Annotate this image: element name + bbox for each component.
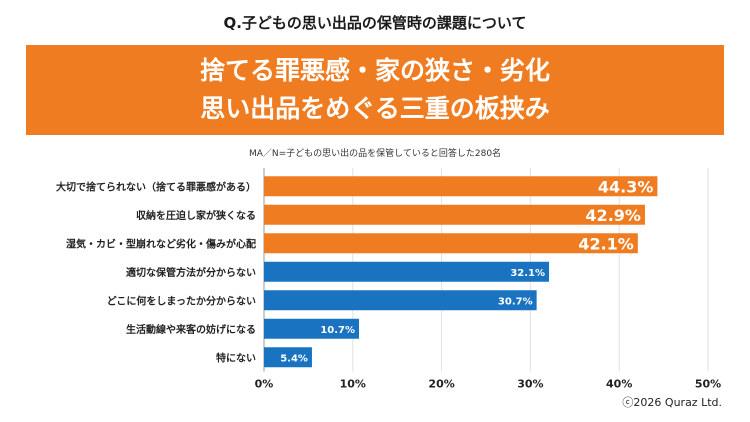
data-label: 44.3% [598,177,654,196]
banner-line-2: 思い出品をめぐる三重の板挟み [200,94,550,123]
banner-line-1: 捨てる罪悪感・家の狭さ・劣化 [199,56,550,85]
survey-note: MA／N=子どもの思い出の品を保管していると回答した280名 [248,149,502,159]
x-tick-label: 0% [255,378,274,391]
data-label: 32.1% [510,268,545,279]
question-title: Q.子どもの思い出品の保管時の課題について [223,14,527,32]
category-label: 収納を圧迫し家が狭くなる [136,209,256,222]
data-label: 42.9% [585,206,641,225]
category-label: 適切な保管方法が分からない [126,266,256,279]
headline-banner: 捨てる罪悪感・家の狭さ・劣化 思い出品をめぐる三重の板挟み [26,45,724,135]
category-label: 生活動線や来客の妨げになる [126,323,256,336]
category-label: 大切で捨てられない（捨てる罪悪感がある） [56,180,256,193]
bar [264,318,360,339]
x-tick-label: 10% [340,378,366,391]
copyright: ⓒ2026 Quraz Ltd. [622,396,722,409]
category-label: 特にない [216,351,256,364]
category-label: 湿気・カビ・型崩れなど劣化・傷みが心配 [66,237,256,250]
bar [264,204,645,225]
data-label: 42.1% [578,234,634,253]
data-label: 10.7% [320,325,355,336]
bar [264,290,537,311]
x-tick-label: 20% [428,378,454,391]
data-label: 5.4% [280,353,308,364]
bar [264,261,550,282]
x-tick-label: 50% [695,378,721,391]
bar [264,233,638,254]
category-label: どこに何をしまったか分からない [107,294,256,307]
bar [264,176,658,197]
x-tick-label: 30% [517,378,543,391]
bar [264,347,312,368]
data-label: 30.7% [498,296,533,307]
x-tick-label: 40% [606,378,632,391]
